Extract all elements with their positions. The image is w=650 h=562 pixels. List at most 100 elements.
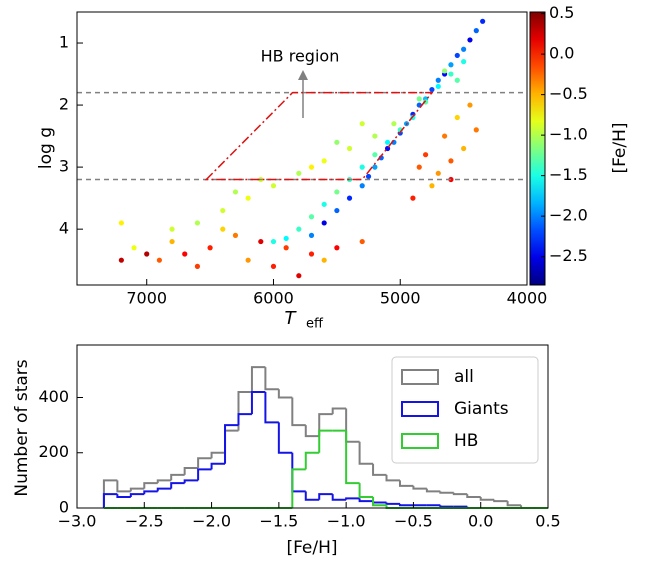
histogram-step [183,479,199,484]
histogram-step [224,429,239,453]
x-tick-label: −0.5 [394,512,433,531]
histogram-step [170,482,185,489]
histogram-step [439,491,454,494]
point [416,164,422,170]
point [334,207,340,214]
y-tick-label: 1 [59,33,69,52]
point [207,245,213,251]
point [169,238,175,245]
point [296,226,302,232]
histogram-step [385,502,400,505]
point [422,152,429,158]
x-tick-label: 5000 [380,289,421,308]
point [321,220,327,226]
histogram-step [372,501,387,504]
histogram-step [304,451,320,470]
histogram-step [398,480,414,487]
y-tick-label: 2 [59,95,69,114]
point [270,263,277,269]
histogram-step [250,366,266,392]
histogram-step [264,391,279,424]
point [334,189,340,195]
point [473,127,479,133]
point [448,158,454,164]
histogram-step [425,488,441,493]
x-tick-label: 7000 [126,289,167,308]
point [334,139,340,145]
x-tick-label: −2.5 [125,512,164,531]
y-tick-label: 0 [59,498,69,517]
histogram-step [331,494,347,501]
y-tick-label: 400 [38,387,69,406]
histogram-step [358,441,374,465]
colorbar-tick-label: −1.5 [549,165,588,184]
histogram-step [479,496,495,501]
point [182,251,188,257]
colorbar-tick-label: −2.0 [549,206,588,225]
point [435,83,441,90]
histogram-step [129,487,145,492]
histogram-step [116,480,131,493]
point [308,232,315,238]
histogram-step [318,493,333,500]
point [346,195,353,201]
point [467,37,473,43]
point [296,273,302,279]
histogram-step [385,474,400,482]
y-tick-label: 3 [59,157,69,176]
histogram-step [277,389,293,399]
histogram-step [304,491,320,501]
point [454,77,460,83]
histogram-step [237,390,252,431]
y-axis-label: Number of stars [12,359,32,496]
histogram-step [116,494,131,498]
histogram-step [345,497,360,500]
y-axis-label: log g [36,127,56,169]
x-axis-label: [Fe/H] [286,538,337,558]
histogram-step [264,367,279,391]
axes-frame [76,344,549,509]
point [384,139,391,145]
point [220,226,226,232]
histogram-step [466,494,481,498]
colorbar-tick-label: −0.5 [549,84,588,103]
point [359,164,365,170]
point [308,164,315,170]
point [372,164,378,170]
point [194,220,201,226]
point [442,68,448,74]
point [473,28,479,34]
point [346,145,353,152]
point [118,220,124,226]
point [258,238,264,245]
point [365,173,372,180]
point [461,145,467,152]
histogram-step [102,493,118,508]
histogram-step [129,493,145,497]
histogram-step [291,452,306,493]
histogram-step [197,468,212,481]
histogram-step [331,407,347,415]
point [448,71,454,77]
histogram-step [372,496,387,507]
histogram-step [358,483,374,498]
point [245,195,251,201]
point [429,183,435,189]
histogram-step [156,487,172,492]
x-tick-label: 6000 [253,289,294,308]
histogram-step [318,429,333,453]
histogram-step [143,482,158,489]
legend-swatch [401,433,439,449]
point [194,263,201,269]
histogram-step [345,408,360,443]
legend-swatch [401,401,439,417]
histogram-step [318,413,333,437]
y-tick-label: 200 [38,442,69,461]
y-tick-label: 4 [59,219,69,238]
point [480,18,486,24]
histogram-step [372,463,387,476]
point [232,232,239,238]
histogram-step [170,473,185,481]
